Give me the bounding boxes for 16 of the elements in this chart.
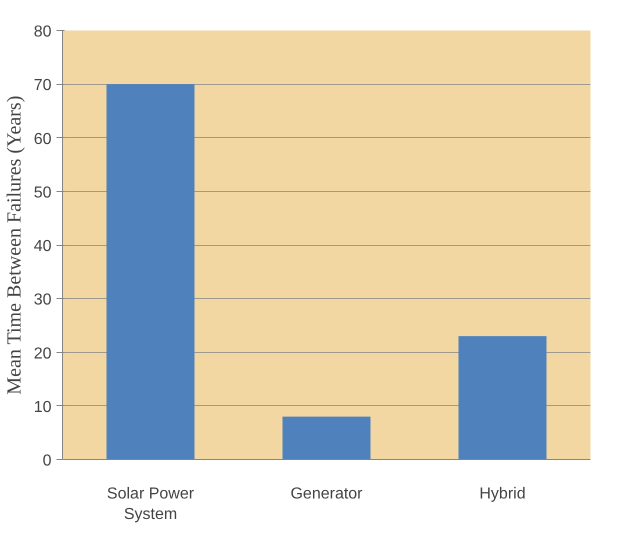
y-tick-label: 80 xyxy=(34,24,52,40)
y-tick-label: 20 xyxy=(34,345,52,362)
bar xyxy=(458,336,546,460)
y-tick-label: 50 xyxy=(34,184,52,202)
y-tick-label: 40 xyxy=(34,238,52,255)
y-tick-label: 60 xyxy=(34,130,52,148)
y-tick-label: 30 xyxy=(34,292,52,309)
y-axis-title: Mean Time Between Failures (Years) xyxy=(4,96,26,395)
x-tick-label: Solar Power System xyxy=(106,486,195,523)
bar xyxy=(282,416,370,460)
x-tick-label: Generator xyxy=(290,486,364,502)
y-tick-label: 0 xyxy=(42,452,52,470)
y-tick-label: 70 xyxy=(34,77,52,94)
y-tick-label: 10 xyxy=(34,398,52,416)
x-tick-label: Hybrid xyxy=(479,486,526,502)
bar xyxy=(106,84,194,460)
